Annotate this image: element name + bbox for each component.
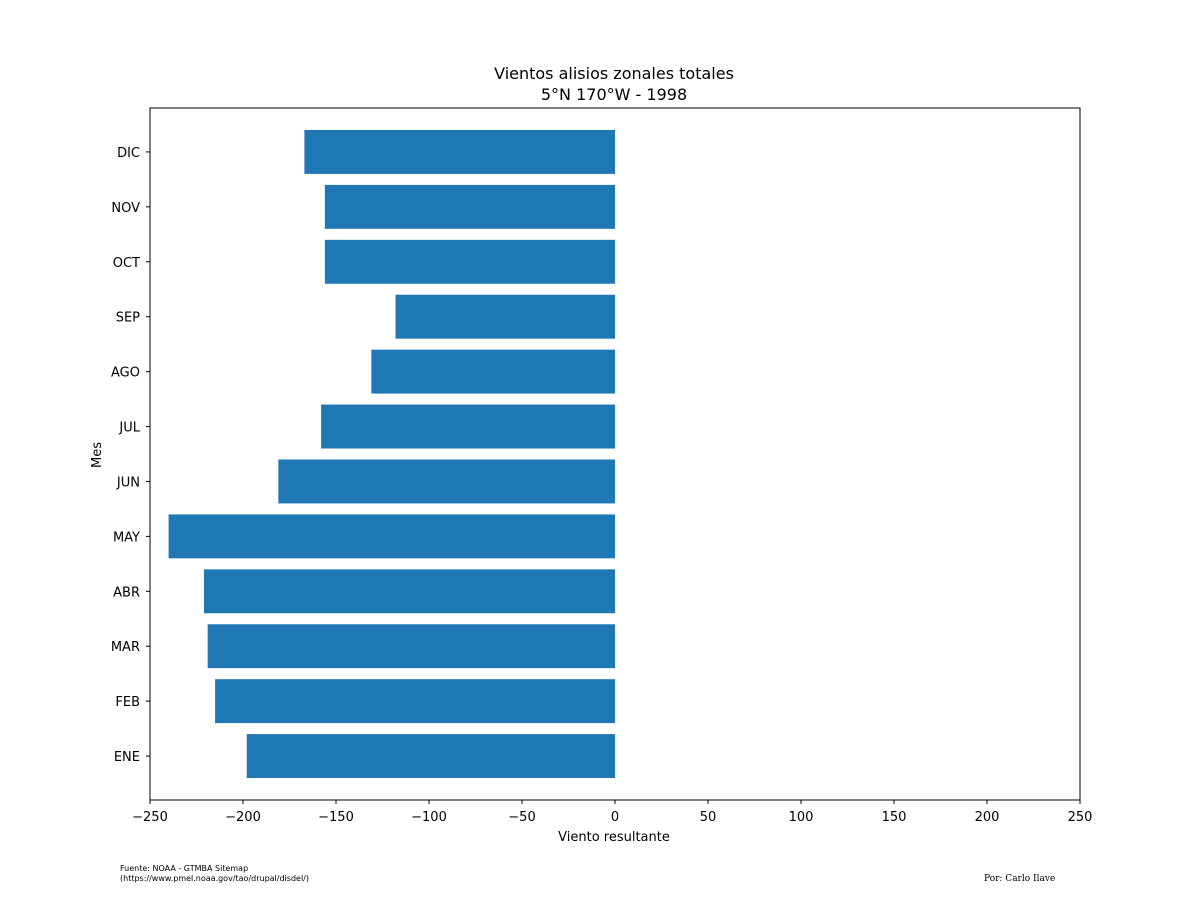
y-tick-label: AGO (111, 366, 140, 381)
x-tick-label: −250 (132, 810, 168, 825)
bar-abr (203, 569, 615, 614)
source-line-1: Fuente: NOAA - GTMBA Sitemap (120, 864, 249, 873)
author-note: Por: Carlo Ilave (984, 874, 1056, 884)
bar-may (168, 514, 615, 559)
source-line-2: (https://www.pmel.noaa.gov/tao/drupal/di… (120, 874, 309, 883)
y-tick-label: MAY (113, 530, 140, 545)
chart-subtitle: 5°N 170°W - 1998 (541, 85, 687, 104)
y-tick-label: JUL (118, 421, 140, 436)
bar-jun (278, 459, 615, 504)
bar-nov (324, 184, 615, 229)
x-axis-label: Viento resultante (558, 830, 670, 845)
x-axis: −250 −200 −150 −100 −50 0 50 100 150 200 250 (132, 800, 1092, 825)
x-tick-label: 100 (789, 810, 814, 825)
chart-title: Vientos alisios zonales totales (494, 64, 734, 83)
x-tick-label: 50 (700, 810, 717, 825)
y-tick-label: MAR (111, 640, 140, 655)
y-tick-label: ENE (114, 750, 140, 765)
y-axis: ENE FEB MAR ABR MAY JUN JUL AGO SEP OCT NOV DIC (111, 146, 150, 765)
y-tick-label: DIC (117, 146, 140, 161)
x-tick-label: −150 (318, 810, 354, 825)
y-tick-label: ABR (113, 585, 140, 600)
y-tick-label: JUN (116, 475, 140, 490)
x-tick-label: −50 (508, 810, 535, 825)
bar-dic (304, 129, 615, 174)
y-tick-label: NOV (111, 201, 140, 216)
x-tick-label: −200 (225, 810, 261, 825)
x-tick-label: −100 (411, 810, 447, 825)
x-tick-label: 200 (975, 810, 1000, 825)
x-tick-label: 250 (1068, 810, 1093, 825)
bar-sep (395, 294, 615, 339)
bar-ago (371, 349, 615, 394)
y-tick-label: SEP (116, 311, 140, 326)
x-tick-label: 150 (882, 810, 907, 825)
y-axis-label: Mes (90, 442, 105, 468)
bar-feb (215, 679, 615, 724)
x-tick-label: 0 (611, 810, 619, 825)
bar-ene (246, 734, 615, 779)
bar-jul (321, 404, 615, 449)
source-note: Fuente: NOAA - GTMBA Sitemap (https://ww… (120, 864, 309, 884)
y-tick-label: OCT (113, 256, 140, 271)
bars-group (168, 129, 615, 779)
bar-oct (324, 239, 615, 284)
y-tick-label: FEB (115, 695, 140, 710)
bar-mar (207, 624, 615, 669)
